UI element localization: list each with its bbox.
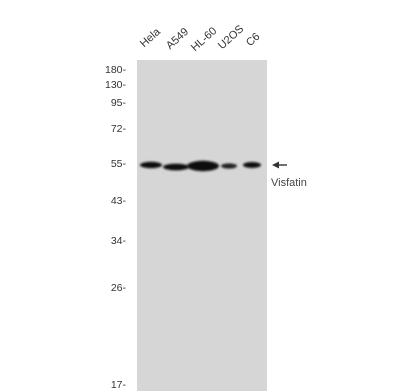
- band-hl60: [187, 160, 219, 172]
- mw-marker-130: 130-: [104, 79, 126, 91]
- mw-marker-72: 72-: [110, 123, 126, 135]
- band-hela: [140, 161, 162, 169]
- mw-marker-180: 180-: [104, 64, 126, 76]
- band-u2os: [221, 163, 237, 169]
- mw-marker-95: 95-: [110, 97, 126, 109]
- target-protein-label: Visfatin: [271, 177, 307, 189]
- mw-marker-43: 43-: [110, 195, 126, 207]
- mw-marker-17: 17-: [110, 379, 126, 391]
- arrow-left-icon: [272, 161, 287, 169]
- band-c6: [243, 162, 261, 168]
- mw-marker-55: 55-: [110, 158, 126, 170]
- mw-marker-26: 26-: [110, 282, 126, 294]
- band-a549: [163, 163, 189, 171]
- blot-membrane: [137, 60, 267, 391]
- mw-marker-34: 34-: [110, 235, 126, 247]
